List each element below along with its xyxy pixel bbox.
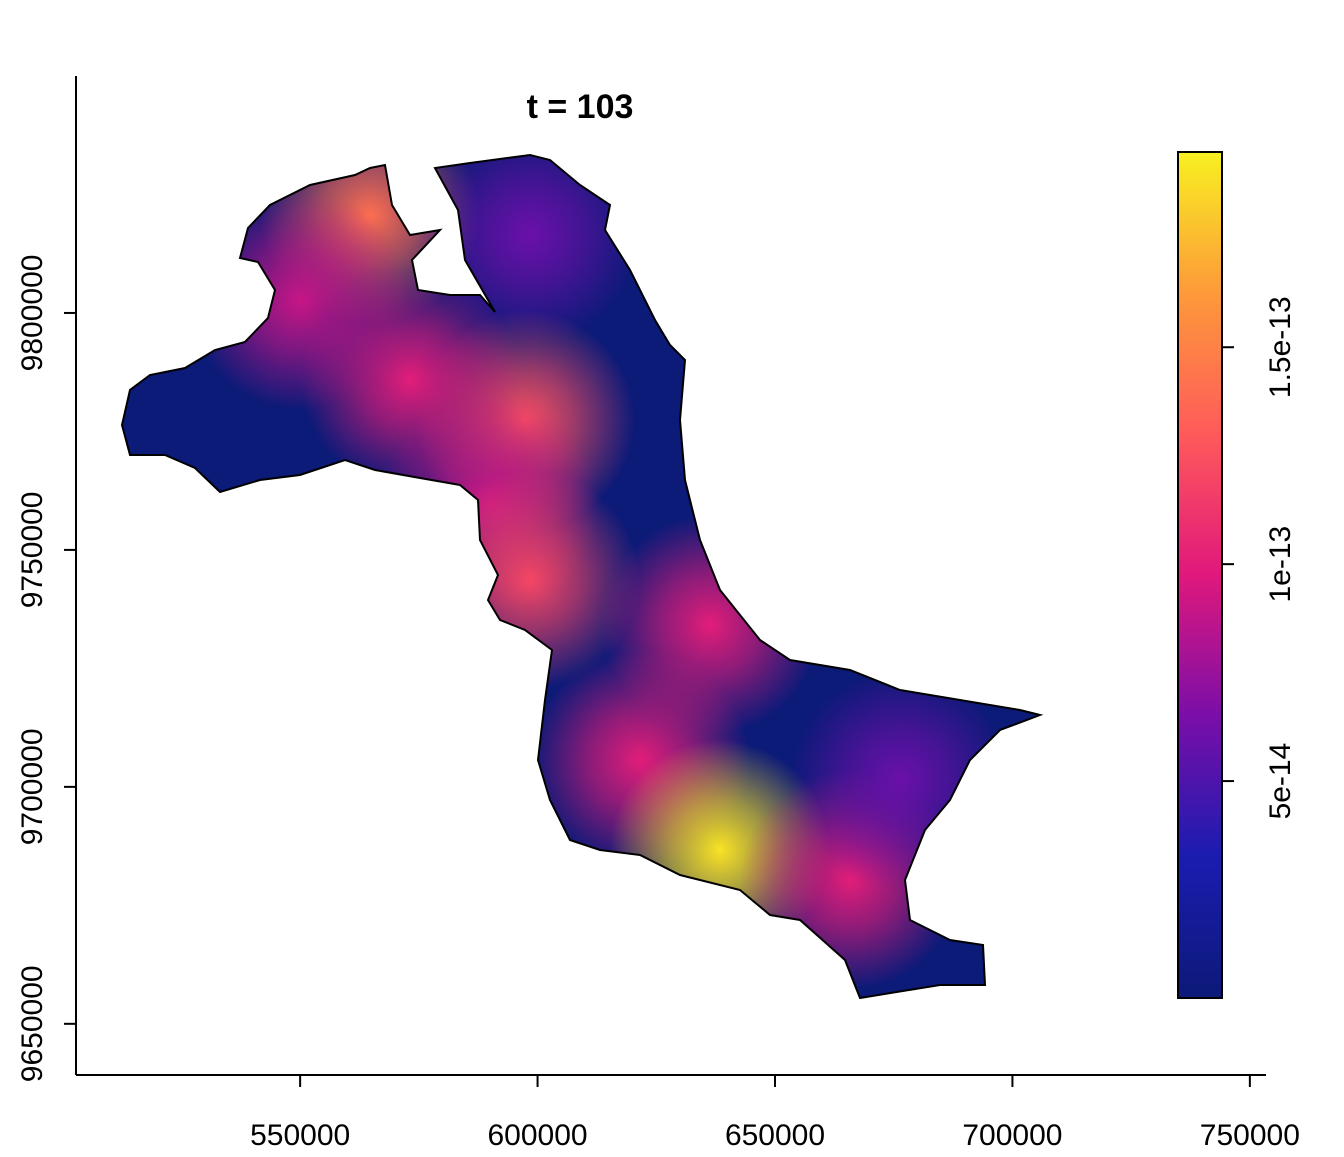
x-tick-label: 650000: [725, 1119, 825, 1152]
hotspot: [190, 190, 411, 411]
y-tick-label: 9800000: [16, 255, 49, 372]
y-tick-label: 9650000: [16, 965, 49, 1082]
x-tick-label: 550000: [250, 1119, 350, 1152]
y-tick-label: 9750000: [16, 492, 49, 609]
raster: [122, 155, 1040, 998]
x-tick-label: 750000: [1200, 1119, 1300, 1152]
x-tick-label: 600000: [488, 1119, 588, 1152]
y-tick-label: 9700000: [16, 728, 49, 845]
colorbar: [1177, 151, 1223, 999]
chart-title: t = 103: [527, 88, 634, 126]
colorbar-tick-label: 1e-13: [1264, 526, 1297, 603]
x-tick-label: 700000: [962, 1119, 1062, 1152]
colorbar-tick-label: 1.5e-13: [1264, 296, 1297, 398]
colorbar-tick-label: 5e-14: [1264, 743, 1297, 820]
